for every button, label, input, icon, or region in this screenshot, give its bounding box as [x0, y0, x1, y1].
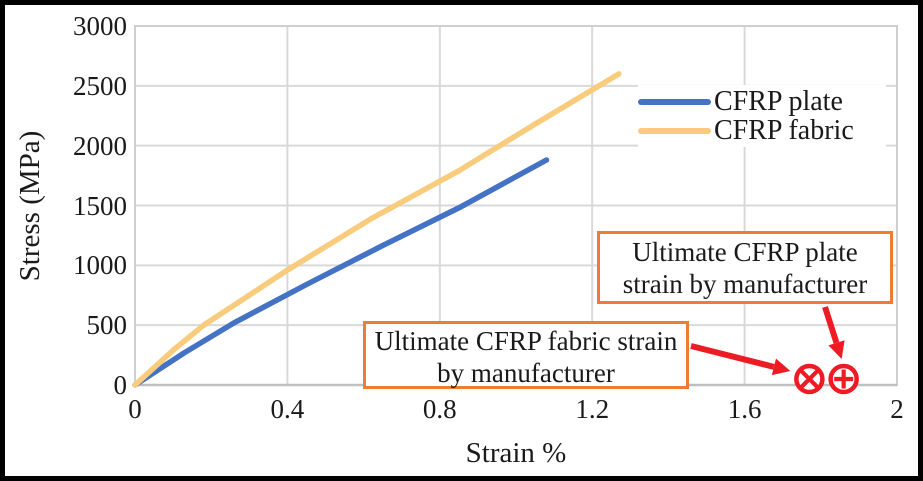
fabric-ultimate-marker-x [799, 369, 820, 389]
series-line-cfrp-fabric [132, 71, 622, 388]
y-tick-label: 0 [113, 370, 128, 400]
annotation-plate-line1: Ultimate CFRP plate [632, 237, 858, 267]
cfrp-fabric-line-swatch [638, 127, 711, 134]
series-line-cfrp-plate [132, 157, 550, 388]
y-tick-label: 3000 [73, 11, 127, 41]
x-axis-title: Strain % [465, 437, 567, 469]
y-tick-label: 2500 [73, 70, 127, 101]
fabric-annotation-arrow-head [771, 358, 791, 376]
x-tick-label: 1.6 [727, 394, 762, 424]
x-tick-label: 0.4 [270, 394, 305, 424]
annotation-fabric-ultimate-strain: Ultimate CFRP fabric strain by manufactu… [363, 321, 689, 389]
y-tick-label: 1500 [73, 190, 127, 221]
x-tick-label: 1.2 [575, 394, 610, 424]
y-tick-label: 2000 [73, 130, 127, 161]
legend-item-cfrp-plate: CFRP plate [638, 87, 886, 116]
y-tick-label: 500 [86, 310, 128, 341]
x-tick-label: 0.8 [422, 394, 457, 424]
plate-annotation-arrow-head [828, 340, 845, 360]
legend-label-cfrp-fabric: CFRP fabric [714, 115, 854, 146]
annotation-fabric-line2: by manufacturer [437, 358, 615, 388]
cfrp-plate-line-swatch [638, 98, 711, 105]
x-tick-label: 2 [890, 394, 904, 424]
x-tick-label: 0 [128, 394, 142, 424]
y-tick-label: 1000 [73, 250, 127, 281]
legend-label-cfrp-plate: CFRP plate [714, 86, 843, 117]
plate-annotation-arrow-shaft [822, 306, 840, 344]
annotation-plate-line2: strain by manufacturer [622, 269, 868, 299]
fabric-annotation-arrow-shaft [690, 343, 775, 370]
legend: CFRP plate CFRP fabric [638, 85, 886, 147]
annotation-fabric-line1: Ultimate CFRP fabric strain [374, 326, 678, 356]
legend-item-cfrp-fabric: CFRP fabric [638, 116, 886, 145]
annotation-plate-ultimate-strain: Ultimate CFRP plate strain by manufactur… [597, 231, 893, 304]
